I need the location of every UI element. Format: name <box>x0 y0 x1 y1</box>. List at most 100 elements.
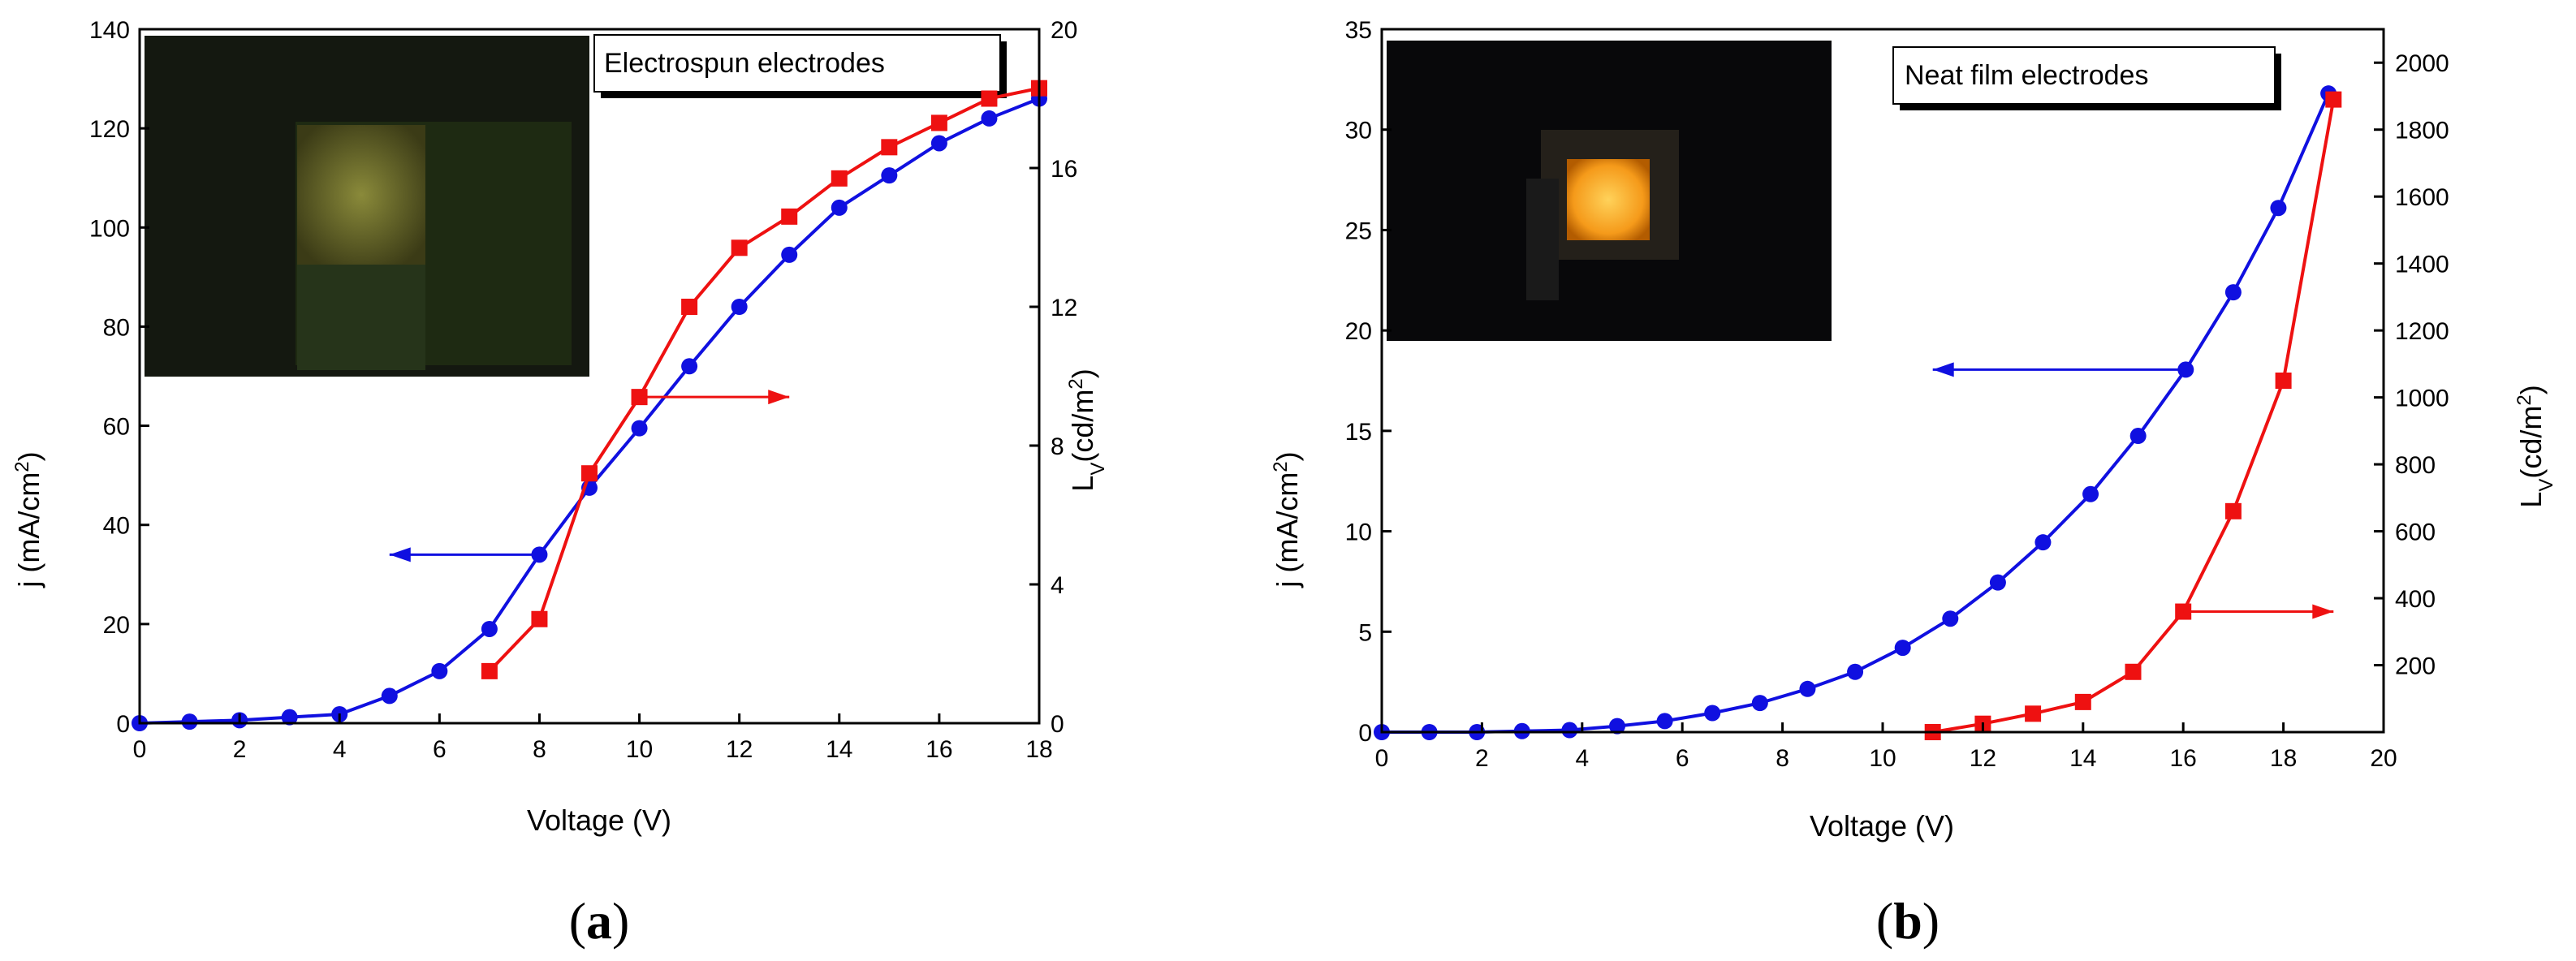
x-tick-label: 12 <box>726 736 753 763</box>
y-tick-label-right: 400 <box>2395 586 2436 613</box>
x-tick-label: 2 <box>1475 745 1489 772</box>
x-tick-label: 2 <box>233 736 247 763</box>
axis-arrow-head <box>1932 362 1954 377</box>
axis-arrow-head <box>389 547 411 562</box>
data-point-circle <box>1942 610 1959 627</box>
data-point-circle <box>930 135 947 152</box>
y-tick-label-left: 140 <box>89 17 130 44</box>
y-tick-label-right: 1400 <box>2395 252 2449 278</box>
data-point-square <box>2275 373 2292 389</box>
inset-title-box-a: Electrospun electrodes <box>593 34 1007 98</box>
y-tick-label-left: 0 <box>116 711 130 738</box>
x-tick-label: 10 <box>626 736 653 763</box>
chart-a: Electrospun electrodes 0 2 4 6 8 10 12 14 16 1802… <box>11 17 1109 950</box>
data-point-square <box>831 170 848 187</box>
x-tick-label: 16 <box>2170 745 2197 772</box>
plot-frame-a <box>138 28 1041 725</box>
y-tick-label-left: 25 <box>1345 218 1372 244</box>
data-point-square <box>881 139 898 156</box>
data-point-square <box>531 610 548 627</box>
data-point-square <box>930 114 947 131</box>
axes-b: 0 2 4 6 8 10 12 14 16 18 2005101520253035200400600… <box>1345 17 2449 772</box>
panel-label-b: (b) <box>1876 892 1940 950</box>
x-tick-label: 14 <box>2069 745 2096 772</box>
data-point-circle <box>1989 574 2006 591</box>
data-point-square <box>681 299 698 315</box>
x-tick-label: 4 <box>1575 745 1589 772</box>
y-tick-label-right: 16 <box>1051 156 1077 183</box>
svg-text:LV(cd/m2): LV(cd/m2) <box>2513 385 2557 507</box>
x-tick-label: 4 <box>333 736 347 763</box>
y-tick-label-right: 200 <box>2395 653 2436 680</box>
data-point-circle <box>2034 534 2052 551</box>
y-tick-label-left: 10 <box>1345 519 1372 546</box>
data-point-circle <box>181 713 198 730</box>
data-point-circle <box>1704 705 1721 722</box>
data-point-circle <box>981 110 998 127</box>
data-point-square <box>2074 693 2091 710</box>
y-tick-label-right: 600 <box>2395 519 2436 546</box>
data-point-square <box>2325 91 2342 108</box>
y-tick-label-left: 120 <box>89 116 130 143</box>
y-tick-label-right: 8 <box>1051 433 1064 460</box>
x-tick-label: 12 <box>1970 745 1996 772</box>
data-point-circle <box>281 709 298 726</box>
y-tick-label-right: 0 <box>1051 711 1064 738</box>
y-tick-label-right: 1600 <box>2395 184 2449 211</box>
data-point-circle <box>831 199 848 216</box>
data-point-circle <box>1608 718 1625 735</box>
y-axis-label-left-a: j (mA/cm2) <box>11 451 46 588</box>
x-tick-label: 16 <box>926 736 952 763</box>
inset-title-box-b: Neat film electrodes <box>1892 46 2281 110</box>
x-tick-label: 8 <box>1776 745 1789 772</box>
data-point-circle <box>1751 695 1768 712</box>
data-point-circle <box>781 246 798 263</box>
data-point-square <box>981 90 998 107</box>
y-tick-label-right: 20 <box>1051 17 1077 44</box>
data-point-circle <box>2224 284 2242 301</box>
y-tick-label-right: 1200 <box>2395 318 2449 345</box>
x-tick-label: 0 <box>133 736 147 763</box>
axis-arrow-head <box>2312 604 2334 619</box>
panel-label-a: (a) <box>569 892 630 950</box>
inset-title-a: Electrospun electrodes <box>604 48 885 79</box>
axis-arrow-head <box>768 390 790 405</box>
x-tick-label: 18 <box>2270 745 2297 772</box>
y-axis-label-left-b: j (mA/cm2) <box>1270 451 1305 588</box>
data-point-circle <box>631 420 648 437</box>
x-tick-label: 8 <box>533 736 546 763</box>
x-axis-label-b: Voltage (V) <box>1810 809 1954 842</box>
x-tick-label: 10 <box>1869 745 1896 772</box>
y-tick-label-left: 40 <box>103 513 130 540</box>
data-point-circle <box>1894 640 1911 657</box>
x-tick-label: 6 <box>1676 745 1689 772</box>
y-tick-label-right: 4 <box>1051 572 1064 599</box>
y-tick-label-right: 1800 <box>2395 118 2449 144</box>
svg-text:j (mA/cm2): j (mA/cm2) <box>1270 451 1305 588</box>
y-tick-label-right: 1000 <box>2395 386 2449 412</box>
data-point-circle <box>1656 713 1673 730</box>
y-tick-label-left: 0 <box>1358 720 1372 747</box>
data-point-square <box>2125 663 2142 680</box>
y-tick-label-right: 2000 <box>2395 50 2449 77</box>
data-point-circle <box>731 299 748 315</box>
inset-title-b: Neat film electrodes <box>1905 60 2148 91</box>
data-point-circle <box>2177 361 2194 378</box>
y-tick-label-right: 12 <box>1051 295 1077 321</box>
data-point-square <box>2224 502 2242 519</box>
x-axis-label-a: Voltage (V) <box>527 804 671 837</box>
svg-text:j (mA/cm2): j (mA/cm2) <box>11 451 46 588</box>
data-point-circle <box>2129 428 2147 445</box>
series-a <box>132 80 1047 731</box>
data-point-circle <box>1561 722 1578 739</box>
y-tick-label-left: 5 <box>1358 619 1372 646</box>
data-point-circle <box>431 662 448 679</box>
inset-photo-b <box>1387 41 1832 341</box>
y-tick-label-left: 100 <box>89 215 130 242</box>
svg-text:LV(cd/m2): LV(cd/m2) <box>1065 368 1109 491</box>
data-point-square <box>2025 705 2042 722</box>
data-point-square <box>481 662 498 679</box>
data-point-circle <box>481 620 498 637</box>
chart-b: Neat film electrodes 0 2 4 6 8 10 12 14 16 18 200 5… <box>1270 17 2557 950</box>
series-b <box>1374 85 2342 740</box>
